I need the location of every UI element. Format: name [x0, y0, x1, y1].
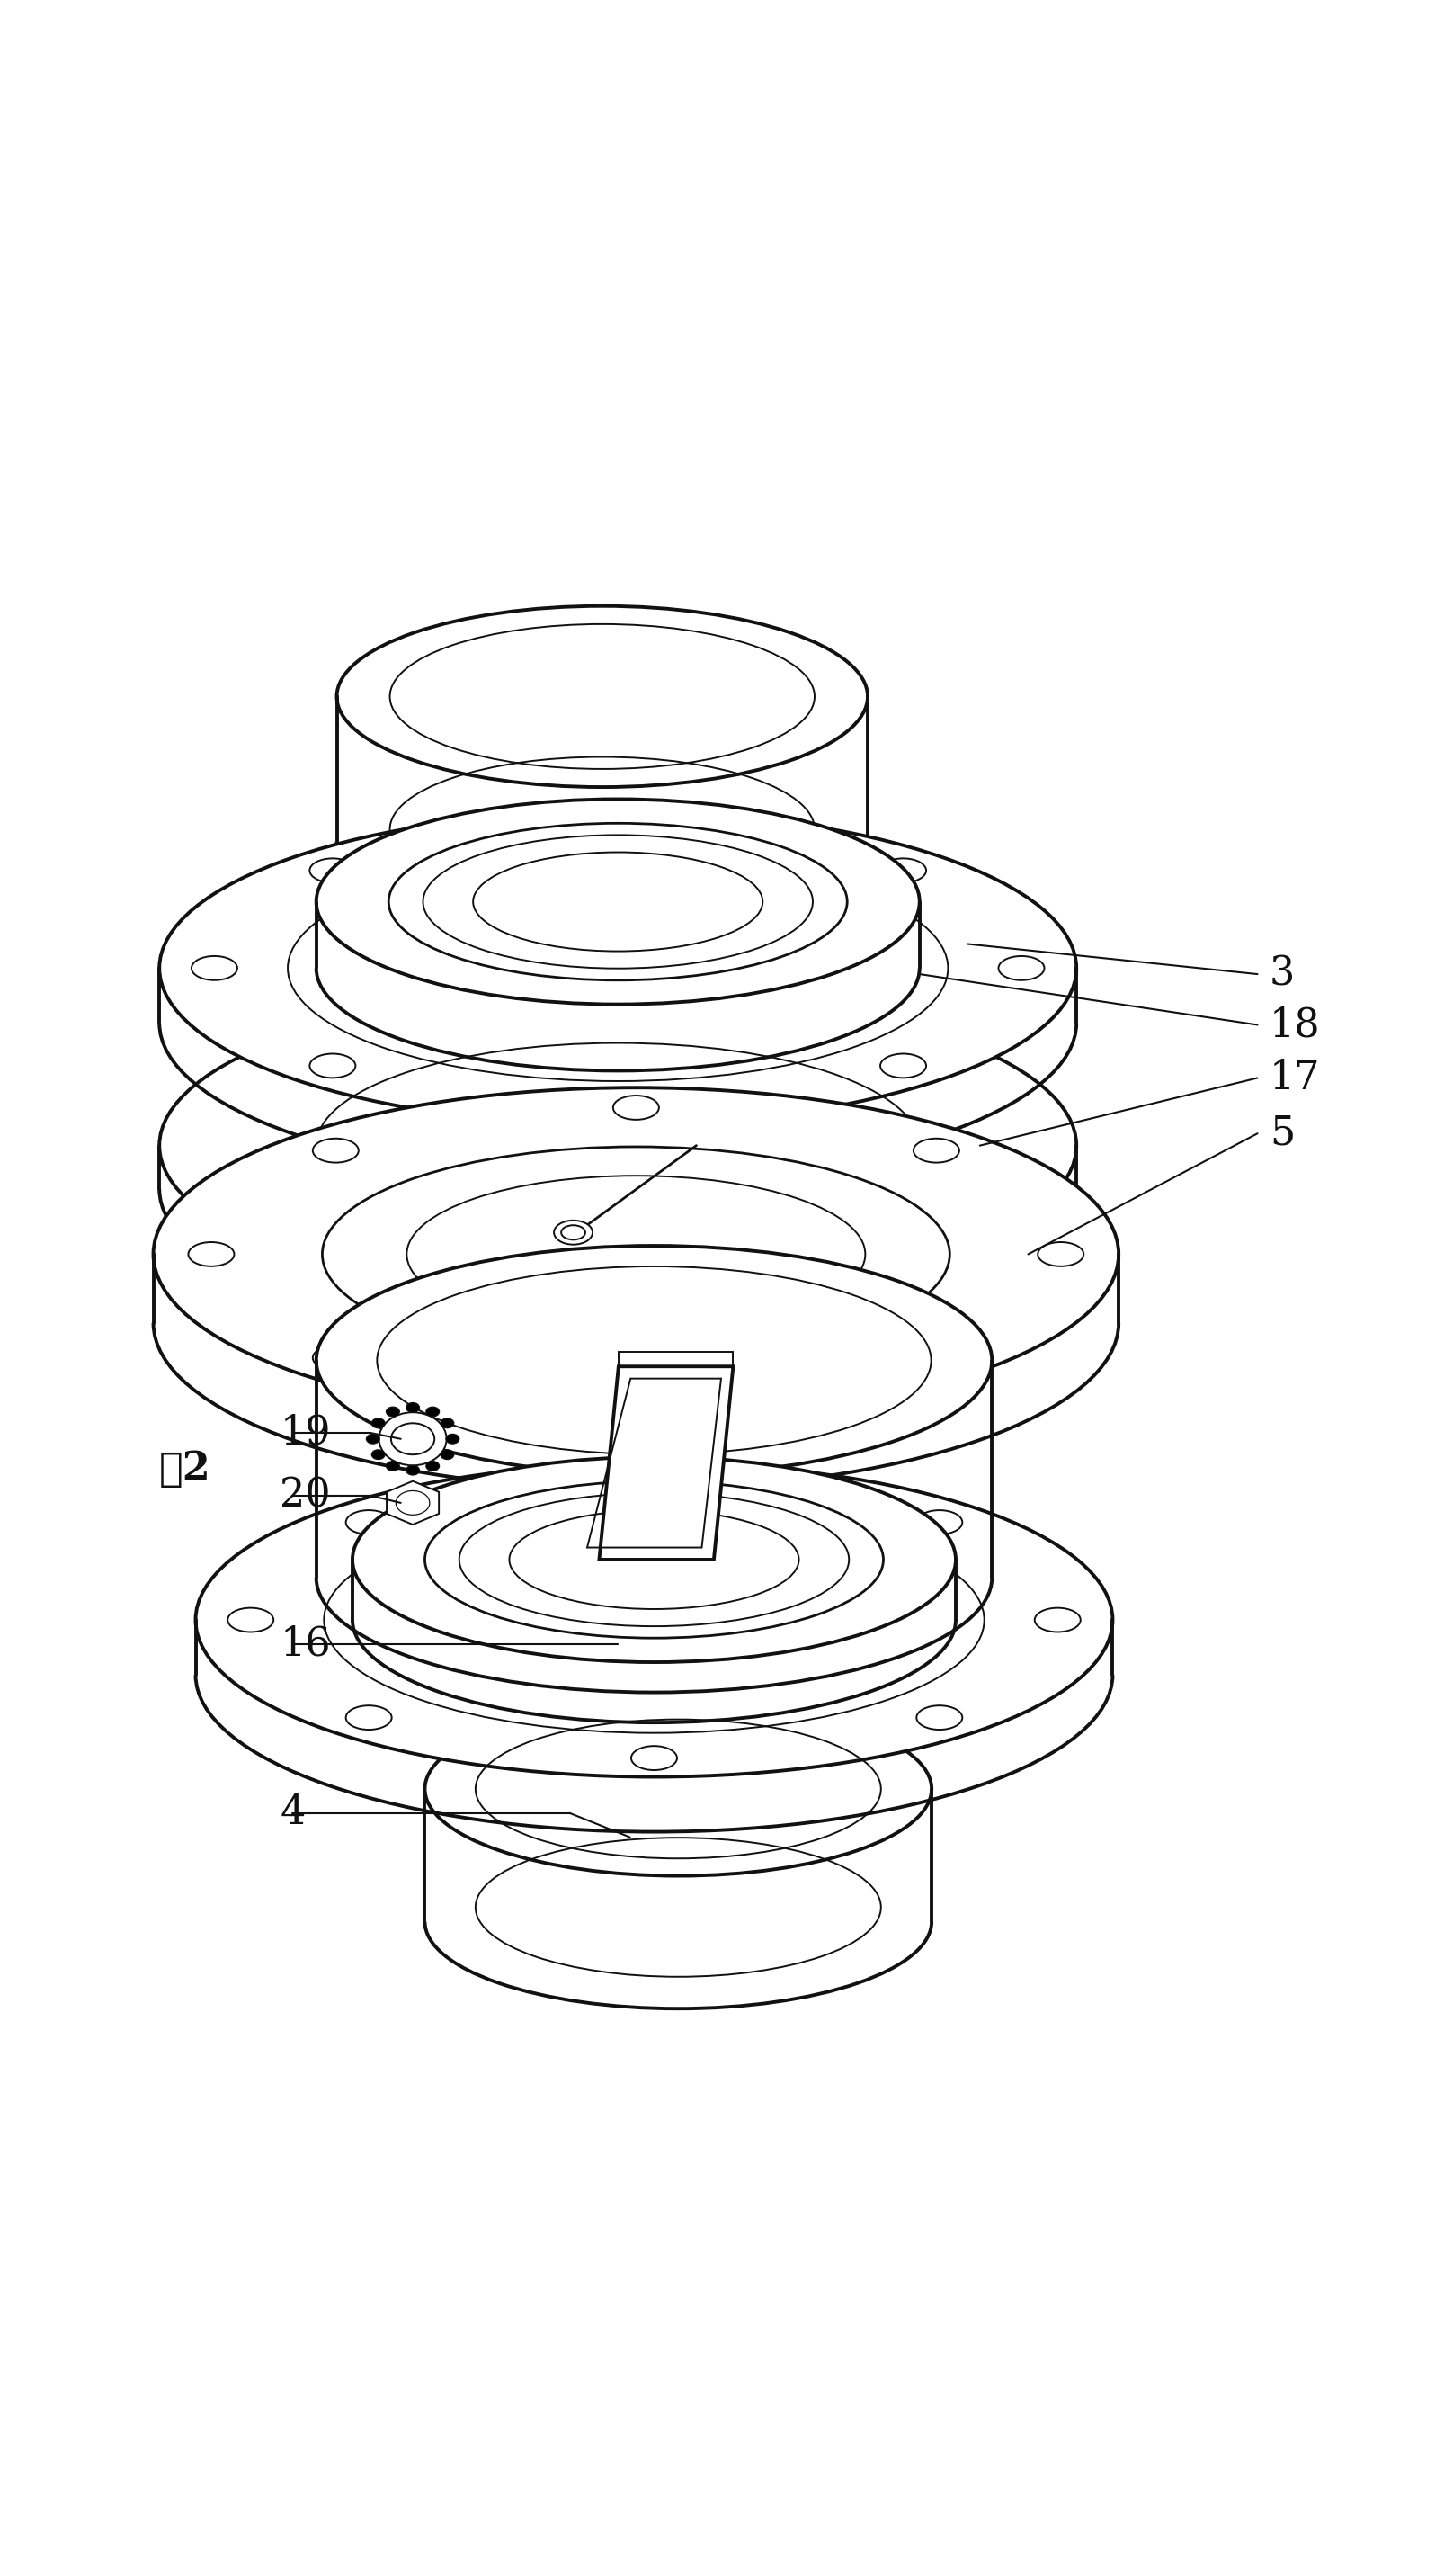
Ellipse shape	[317, 1247, 992, 1476]
Ellipse shape	[386, 1406, 400, 1417]
Polygon shape	[599, 1365, 734, 1558]
Text: 3: 3	[1270, 956, 1295, 994]
Text: 17: 17	[1270, 1059, 1321, 1097]
Ellipse shape	[440, 1450, 453, 1461]
Text: 20: 20	[280, 1476, 331, 1515]
Ellipse shape	[372, 1419, 385, 1427]
Text: 5: 5	[1270, 1113, 1295, 1154]
Polygon shape	[619, 1352, 734, 1365]
Text: 图2: 图2	[160, 1450, 211, 1489]
Ellipse shape	[337, 605, 867, 788]
Ellipse shape	[196, 1463, 1113, 1777]
Ellipse shape	[372, 1450, 385, 1461]
Text: 4: 4	[280, 1793, 305, 1832]
Ellipse shape	[424, 1703, 931, 1875]
Ellipse shape	[426, 1406, 439, 1417]
Polygon shape	[386, 1481, 439, 1525]
Ellipse shape	[554, 1221, 593, 1244]
Ellipse shape	[154, 1087, 1119, 1422]
Ellipse shape	[160, 811, 1077, 1126]
Ellipse shape	[379, 1412, 446, 1466]
Text: 19: 19	[280, 1414, 331, 1453]
Ellipse shape	[407, 1466, 420, 1476]
Text: 18: 18	[1270, 1005, 1321, 1043]
Ellipse shape	[440, 1419, 453, 1427]
Ellipse shape	[160, 989, 1077, 1303]
Ellipse shape	[426, 1461, 439, 1471]
Ellipse shape	[386, 1461, 400, 1471]
Ellipse shape	[353, 1458, 956, 1662]
Ellipse shape	[407, 1404, 420, 1412]
Ellipse shape	[317, 799, 920, 1005]
Text: 16: 16	[280, 1625, 331, 1664]
Ellipse shape	[366, 1435, 379, 1443]
Ellipse shape	[446, 1435, 459, 1443]
